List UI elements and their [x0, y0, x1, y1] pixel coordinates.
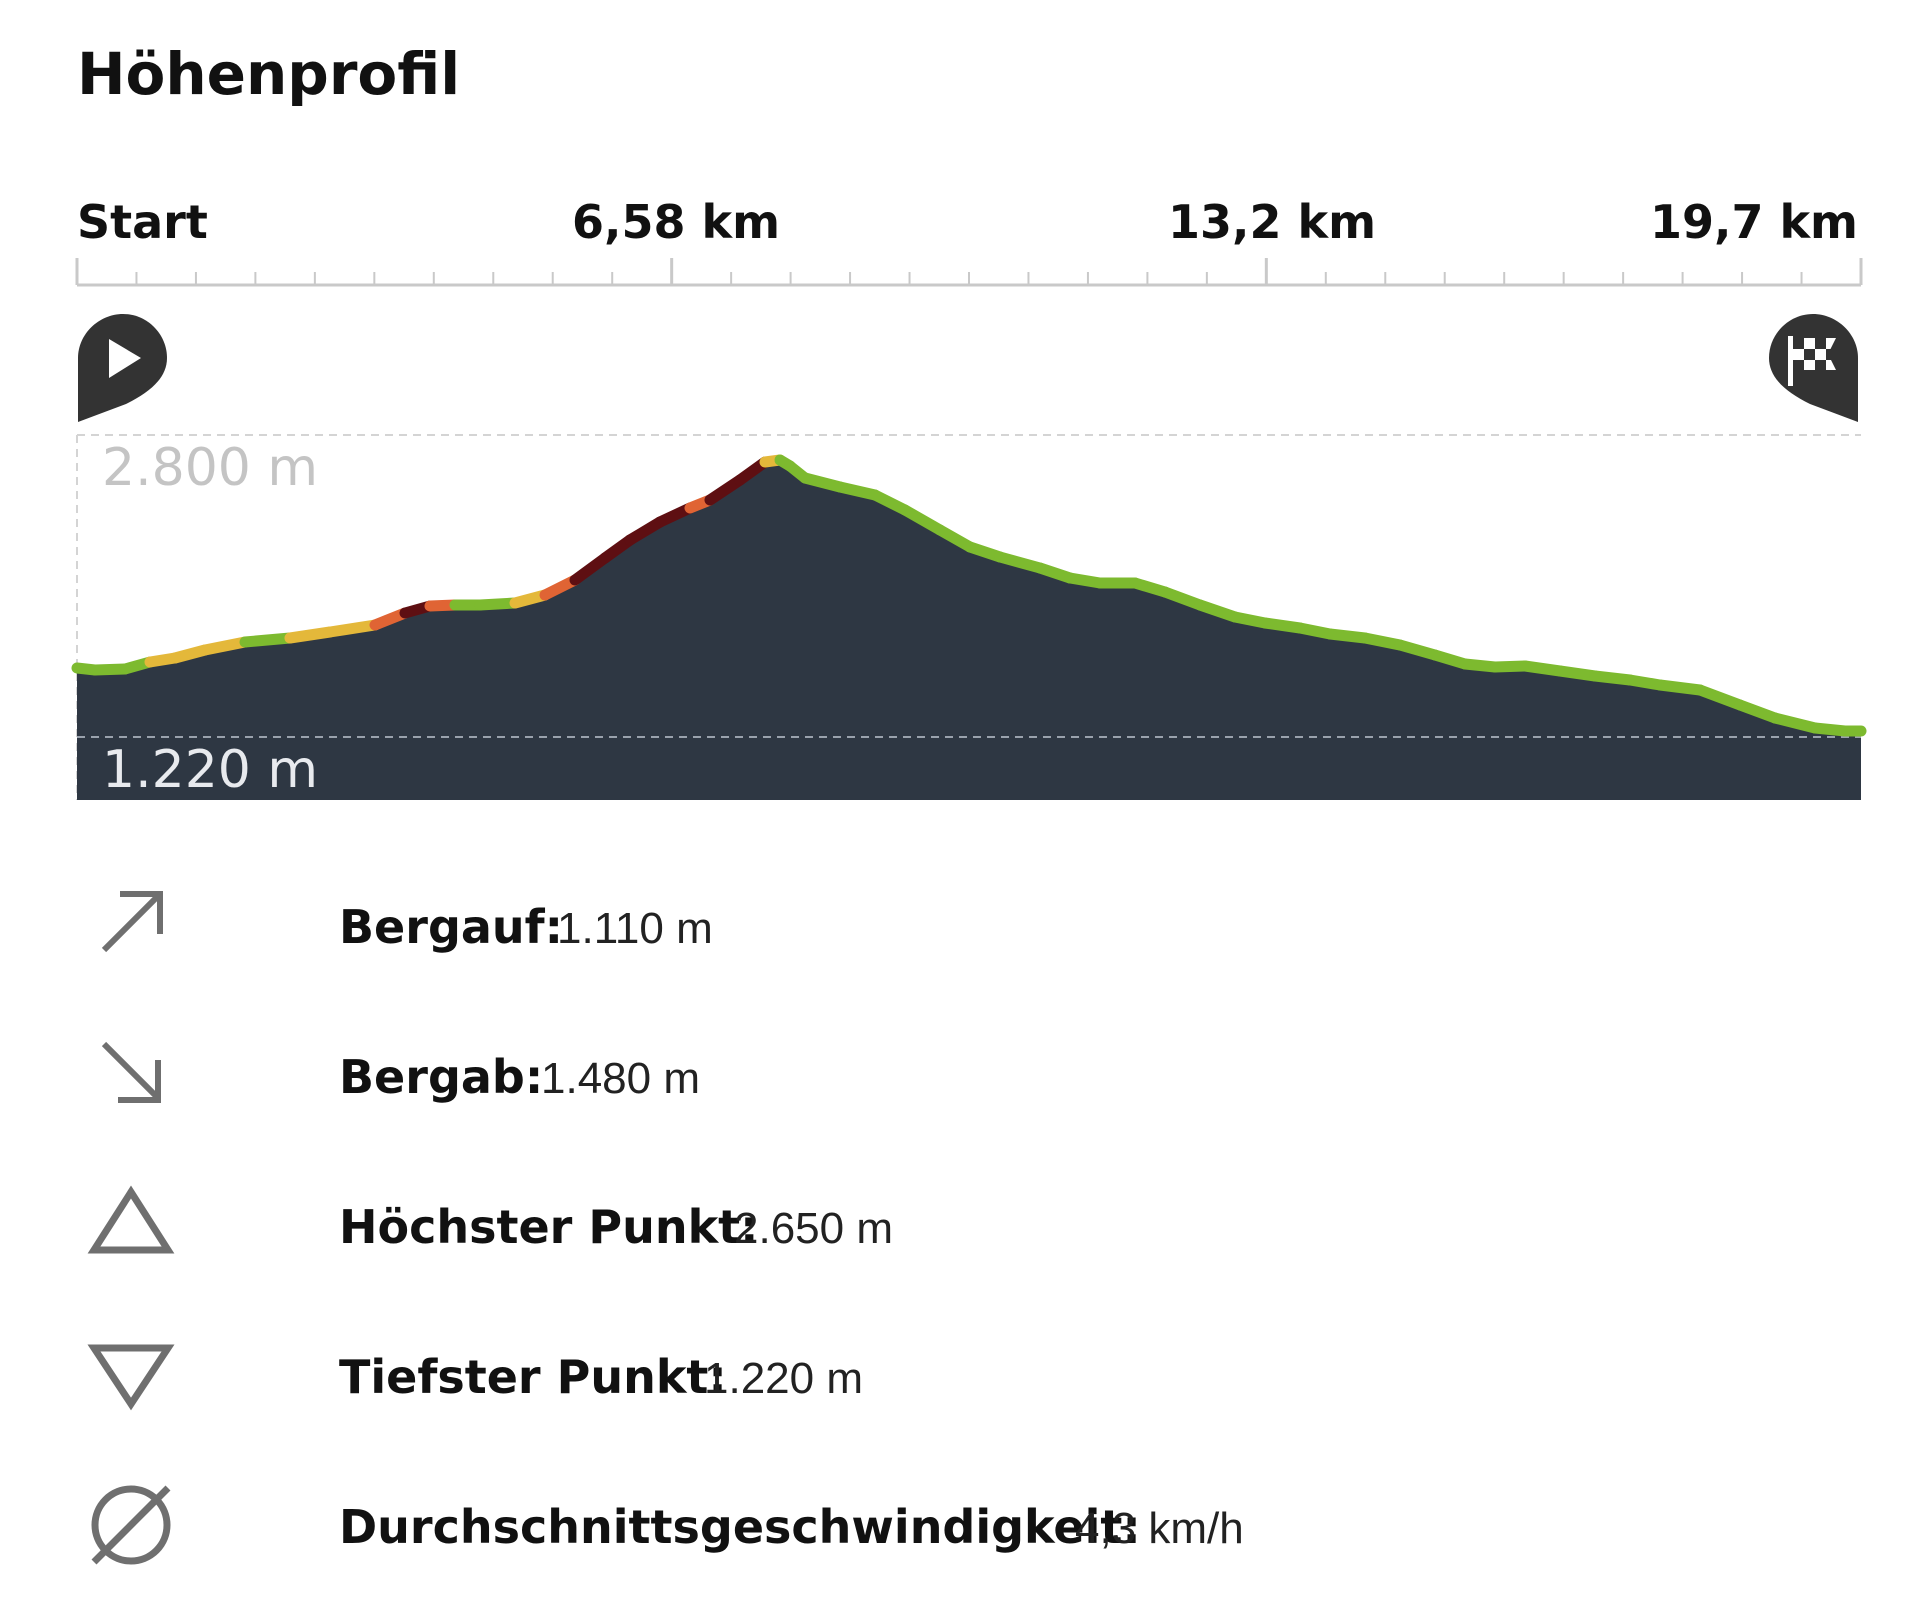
stat-ascent: Bergauf: 1.110 m: [0, 878, 1920, 988]
stat-value: 1.220 m: [704, 1354, 863, 1403]
distance-label-3: 19,7 km: [1649, 195, 1858, 249]
difficulty-segment: [1259, 617, 1306, 634]
stat-value: 2.650 m: [734, 1204, 893, 1253]
diameter-icon: [91, 1485, 171, 1565]
page-title: Höhenprofil: [77, 40, 461, 108]
difficulty-segment: [1324, 628, 1371, 644]
distance-label-start: Start: [77, 195, 208, 249]
stat-label: Höchster Punkt:: [339, 1200, 759, 1254]
distance-label-2: 13,2 km: [1168, 195, 1377, 249]
difficulty-segment: [1159, 586, 1206, 611]
stat-highest-point: Höchster Punkt: 2.650 m: [0, 1178, 1920, 1288]
difficulty-segment: [834, 481, 881, 501]
difficulty-segment: [869, 489, 911, 516]
difficulty-segment: [994, 551, 1046, 574]
stat-value: 1.110 m: [557, 904, 713, 953]
triangle-down-icon: [87, 1344, 175, 1411]
stat-label: Durchschnittsgeschwindigkeit:: [339, 1500, 1141, 1554]
difficulty-segment: [1769, 712, 1821, 734]
stat-value: 1.480 m: [541, 1054, 700, 1103]
difficulty-segment: [1734, 699, 1781, 724]
stat-descent: Bergab: 1.480 m: [0, 1028, 1920, 1138]
elevation-profile-chart[interactable]: [0, 0, 1920, 820]
difficulty-segment: [239, 632, 296, 648]
difficulty-segment: [704, 474, 746, 506]
stat-label: Bergab:: [339, 1050, 544, 1104]
difficulty-line: [71, 454, 1867, 737]
stat-label: Tiefster Punkt:: [339, 1350, 727, 1404]
difficulty-segment: [1359, 632, 1406, 651]
difficulty-segment: [1654, 679, 1706, 696]
difficulty-segment: [324, 619, 381, 638]
distance-label-1: 6,58 km: [572, 195, 781, 249]
difficulty-segment: [1394, 639, 1441, 661]
difficulty-segment: [654, 502, 696, 528]
max-elevation-label: 2.800 m: [102, 438, 319, 498]
checkered-flag-pin-icon[interactable]: [1766, 312, 1860, 422]
arrow-up-right-icon: [101, 891, 163, 953]
difficulty-segment: [1589, 670, 1636, 686]
stat-label: Bergauf:: [339, 900, 564, 954]
min-elevation-label: 1.220 m: [102, 740, 319, 800]
distance-ruler: [75, 258, 1863, 287]
stat-average-speed: Durchschnittsgeschwindigkeit: 4,3 km/h: [0, 1478, 1920, 1588]
difficulty-segment: [624, 516, 666, 546]
difficulty-segment: [899, 504, 946, 536]
difficulty-segment: [199, 636, 251, 656]
elevation-area: [77, 460, 1861, 800]
stat-value: 4,3 km/h: [1075, 1504, 1244, 1553]
arrow-down-right-icon: [101, 1041, 161, 1103]
difficulty-segment: [284, 626, 336, 644]
difficulty-segment: [539, 574, 581, 601]
difficulty-segment: [1519, 660, 1566, 677]
play-pin-icon[interactable]: [76, 312, 170, 422]
triangle-up-icon: [87, 1185, 175, 1254]
difficulty-segment: [799, 472, 846, 493]
difficulty-segment: [934, 524, 976, 553]
difficulty-segment: [1694, 684, 1746, 711]
difficulty-segment: [1554, 665, 1601, 682]
stat-lowest-point: Tiefster Punkt: 1.220 m: [0, 1328, 1920, 1438]
difficulty-segment: [1194, 599, 1241, 623]
difficulty-segment: [569, 552, 611, 586]
difficulty-segment: [474, 597, 521, 611]
